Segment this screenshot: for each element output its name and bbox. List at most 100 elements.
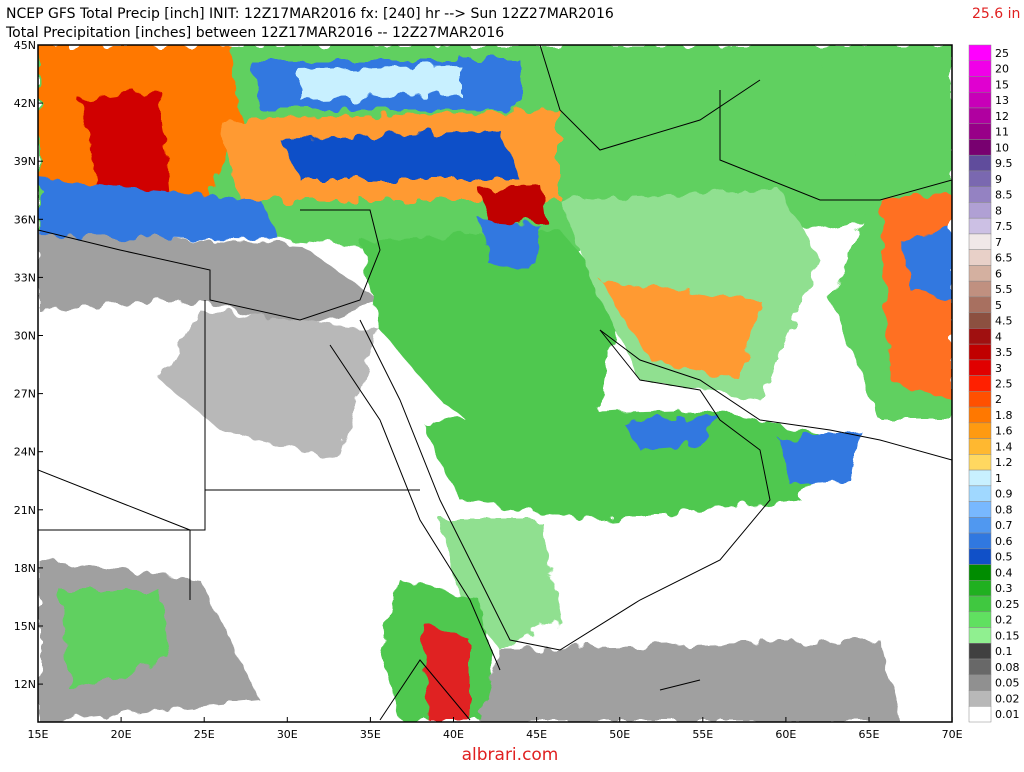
colorbar-swatch xyxy=(968,139,992,156)
colorbar-label: 0.05 xyxy=(995,677,1020,690)
colorbar-swatch xyxy=(968,233,992,250)
colorbar-swatch xyxy=(968,454,992,471)
colorbar-swatch xyxy=(968,202,992,219)
colorbar-label: 12 xyxy=(995,110,1009,123)
colorbar-swatch xyxy=(968,548,992,565)
max-label: 25.6 in xyxy=(972,6,1020,22)
lat-label: 15N xyxy=(14,620,36,633)
colorbar-swatch xyxy=(968,391,992,408)
lat-label: 33N xyxy=(14,271,36,284)
lat-label: 39N xyxy=(14,155,36,168)
colorbar-label: 7.5 xyxy=(995,220,1013,233)
colorbar-swatch xyxy=(968,343,992,361)
colorbar-label: 4.5 xyxy=(995,315,1013,328)
colorbar-swatch xyxy=(968,485,992,502)
colorbar-label: 1.4 xyxy=(995,440,1013,453)
colorbar-label: 0.5 xyxy=(995,551,1013,564)
colorbar-swatch xyxy=(968,406,992,424)
colorbar-swatch xyxy=(968,249,992,266)
subtitle: Total Precipitation [inches] between 12Z… xyxy=(5,25,504,41)
lon-label: 35E xyxy=(360,728,381,741)
colorbar-swatch xyxy=(968,643,992,660)
colorbar-label: 7 xyxy=(995,236,1002,249)
watermark: albrari.com xyxy=(462,745,559,765)
colorbar-label: 0.02 xyxy=(995,692,1020,705)
colorbar-swatch xyxy=(968,564,992,581)
colorbar-swatch xyxy=(968,627,992,644)
colorbar-swatch xyxy=(968,501,992,518)
colorbar-swatch xyxy=(968,611,992,628)
colorbar-swatch xyxy=(968,595,992,613)
colorbar-swatch xyxy=(968,359,992,376)
colorbar-swatch xyxy=(968,186,992,203)
lat-label: 24N xyxy=(14,446,36,459)
lon-label: 40E xyxy=(443,728,464,741)
colorbar-swatch xyxy=(968,217,992,235)
colorbar-label: 1 xyxy=(995,472,1002,485)
coastlines xyxy=(38,45,952,721)
colorbar-swatch xyxy=(968,706,992,723)
colorbar-swatch xyxy=(968,328,992,345)
lon-label: 60E xyxy=(775,728,796,741)
colorbar-label: 3 xyxy=(995,362,1002,375)
colorbar-swatch xyxy=(968,312,992,329)
colorbar-label: 0.6 xyxy=(995,535,1013,548)
colorbar-swatch xyxy=(968,532,992,550)
colorbar-swatch xyxy=(968,154,992,172)
colorbar-label: 2.5 xyxy=(995,378,1013,391)
colorbar-label: 0.3 xyxy=(995,582,1013,595)
lon-label: 70E xyxy=(942,728,963,741)
colorbar-label: 8 xyxy=(995,204,1002,217)
colorbar-swatch xyxy=(968,265,992,282)
colorbar-label: 25 xyxy=(995,47,1009,60)
colorbar-swatch xyxy=(968,690,992,707)
colorbar-swatch xyxy=(968,60,992,77)
lon-label: 45E xyxy=(526,728,547,741)
colorbar-swatch xyxy=(968,170,992,187)
lon-label: 65E xyxy=(859,728,880,741)
colorbar-label: 5 xyxy=(995,299,1002,312)
colorbar-label: 1.8 xyxy=(995,409,1013,422)
colorbar-label: 0.7 xyxy=(995,519,1013,532)
colorbar-label: 0.1 xyxy=(995,645,1013,658)
colorbar-swatch xyxy=(968,580,992,597)
colorbar-swatch xyxy=(968,438,992,455)
lat-label: 27N xyxy=(14,388,36,401)
colorbar-label: 1.2 xyxy=(995,456,1013,469)
colorbar-label: 11 xyxy=(995,126,1009,139)
colorbar-label: 8.5 xyxy=(995,189,1013,202)
colorbar-swatch xyxy=(968,107,992,124)
colorbar-swatch xyxy=(968,375,992,392)
colorbar-swatch xyxy=(968,422,992,439)
colorbar-label: 10 xyxy=(995,141,1009,154)
colorbar-swatch xyxy=(968,469,992,487)
lat-label: 12N xyxy=(14,678,36,691)
lon-label: 30E xyxy=(277,728,298,741)
colorbar-label: 6.5 xyxy=(995,252,1013,265)
colorbar-label: 9 xyxy=(995,173,1002,186)
colorbar-label: 0.15 xyxy=(995,629,1020,642)
map-frame xyxy=(37,44,953,723)
colorbar-swatch xyxy=(968,517,992,534)
lat-label: 30N xyxy=(14,330,36,343)
lon-label: 20E xyxy=(111,728,132,741)
colorbar-swatch xyxy=(968,658,992,676)
colorbar-swatch xyxy=(968,44,992,61)
colorbar-label: 0.2 xyxy=(995,614,1013,627)
colorbar-label: 2 xyxy=(995,393,1002,406)
colorbar-label: 20 xyxy=(995,63,1009,76)
colorbar-label: 5.5 xyxy=(995,283,1013,296)
lat-label: 36N xyxy=(14,213,36,226)
lat-label: 18N xyxy=(14,562,36,575)
lat-label: 45N xyxy=(14,39,36,52)
colorbar-label: 13 xyxy=(995,94,1009,107)
colorbar-label: 0.25 xyxy=(995,598,1020,611)
colorbar-label: 4 xyxy=(995,330,1002,343)
colorbar-label: 0.01 xyxy=(995,708,1020,721)
colorbar-label: 0.9 xyxy=(995,488,1013,501)
colorbar-label: 0.4 xyxy=(995,566,1013,579)
colorbar-swatch xyxy=(968,296,992,313)
colorbar-label: 9.5 xyxy=(995,157,1013,170)
